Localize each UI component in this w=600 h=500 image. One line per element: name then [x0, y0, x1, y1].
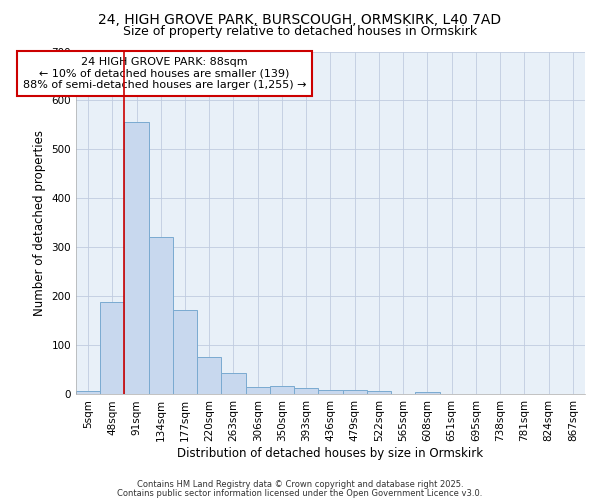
Bar: [76, 390, 100, 394]
Bar: [100, 302, 124, 394]
Bar: [294, 388, 319, 394]
Text: 24, HIGH GROVE PARK, BURSCOUGH, ORMSKIRK, L40 7AD: 24, HIGH GROVE PARK, BURSCOUGH, ORMSKIRK…: [98, 12, 502, 26]
Text: Contains HM Land Registry data © Crown copyright and database right 2025.: Contains HM Land Registry data © Crown c…: [137, 480, 463, 489]
Y-axis label: Number of detached properties: Number of detached properties: [33, 130, 46, 316]
Bar: [149, 236, 173, 394]
Bar: [197, 357, 221, 395]
X-axis label: Distribution of detached houses by size in Ormskirk: Distribution of detached houses by size …: [178, 447, 484, 460]
Bar: [221, 373, 245, 394]
Bar: [367, 390, 391, 394]
Text: Size of property relative to detached houses in Ormskirk: Size of property relative to detached ho…: [123, 25, 477, 38]
Text: 24 HIGH GROVE PARK: 88sqm
← 10% of detached houses are smaller (139)
88% of semi: 24 HIGH GROVE PARK: 88sqm ← 10% of detac…: [23, 57, 306, 90]
Bar: [319, 390, 343, 394]
Bar: [415, 392, 440, 394]
Bar: [173, 310, 197, 394]
Text: Contains public sector information licensed under the Open Government Licence v3: Contains public sector information licen…: [118, 488, 482, 498]
Bar: [245, 386, 270, 394]
Bar: [124, 122, 149, 394]
Bar: [270, 386, 294, 394]
Bar: [343, 390, 367, 394]
